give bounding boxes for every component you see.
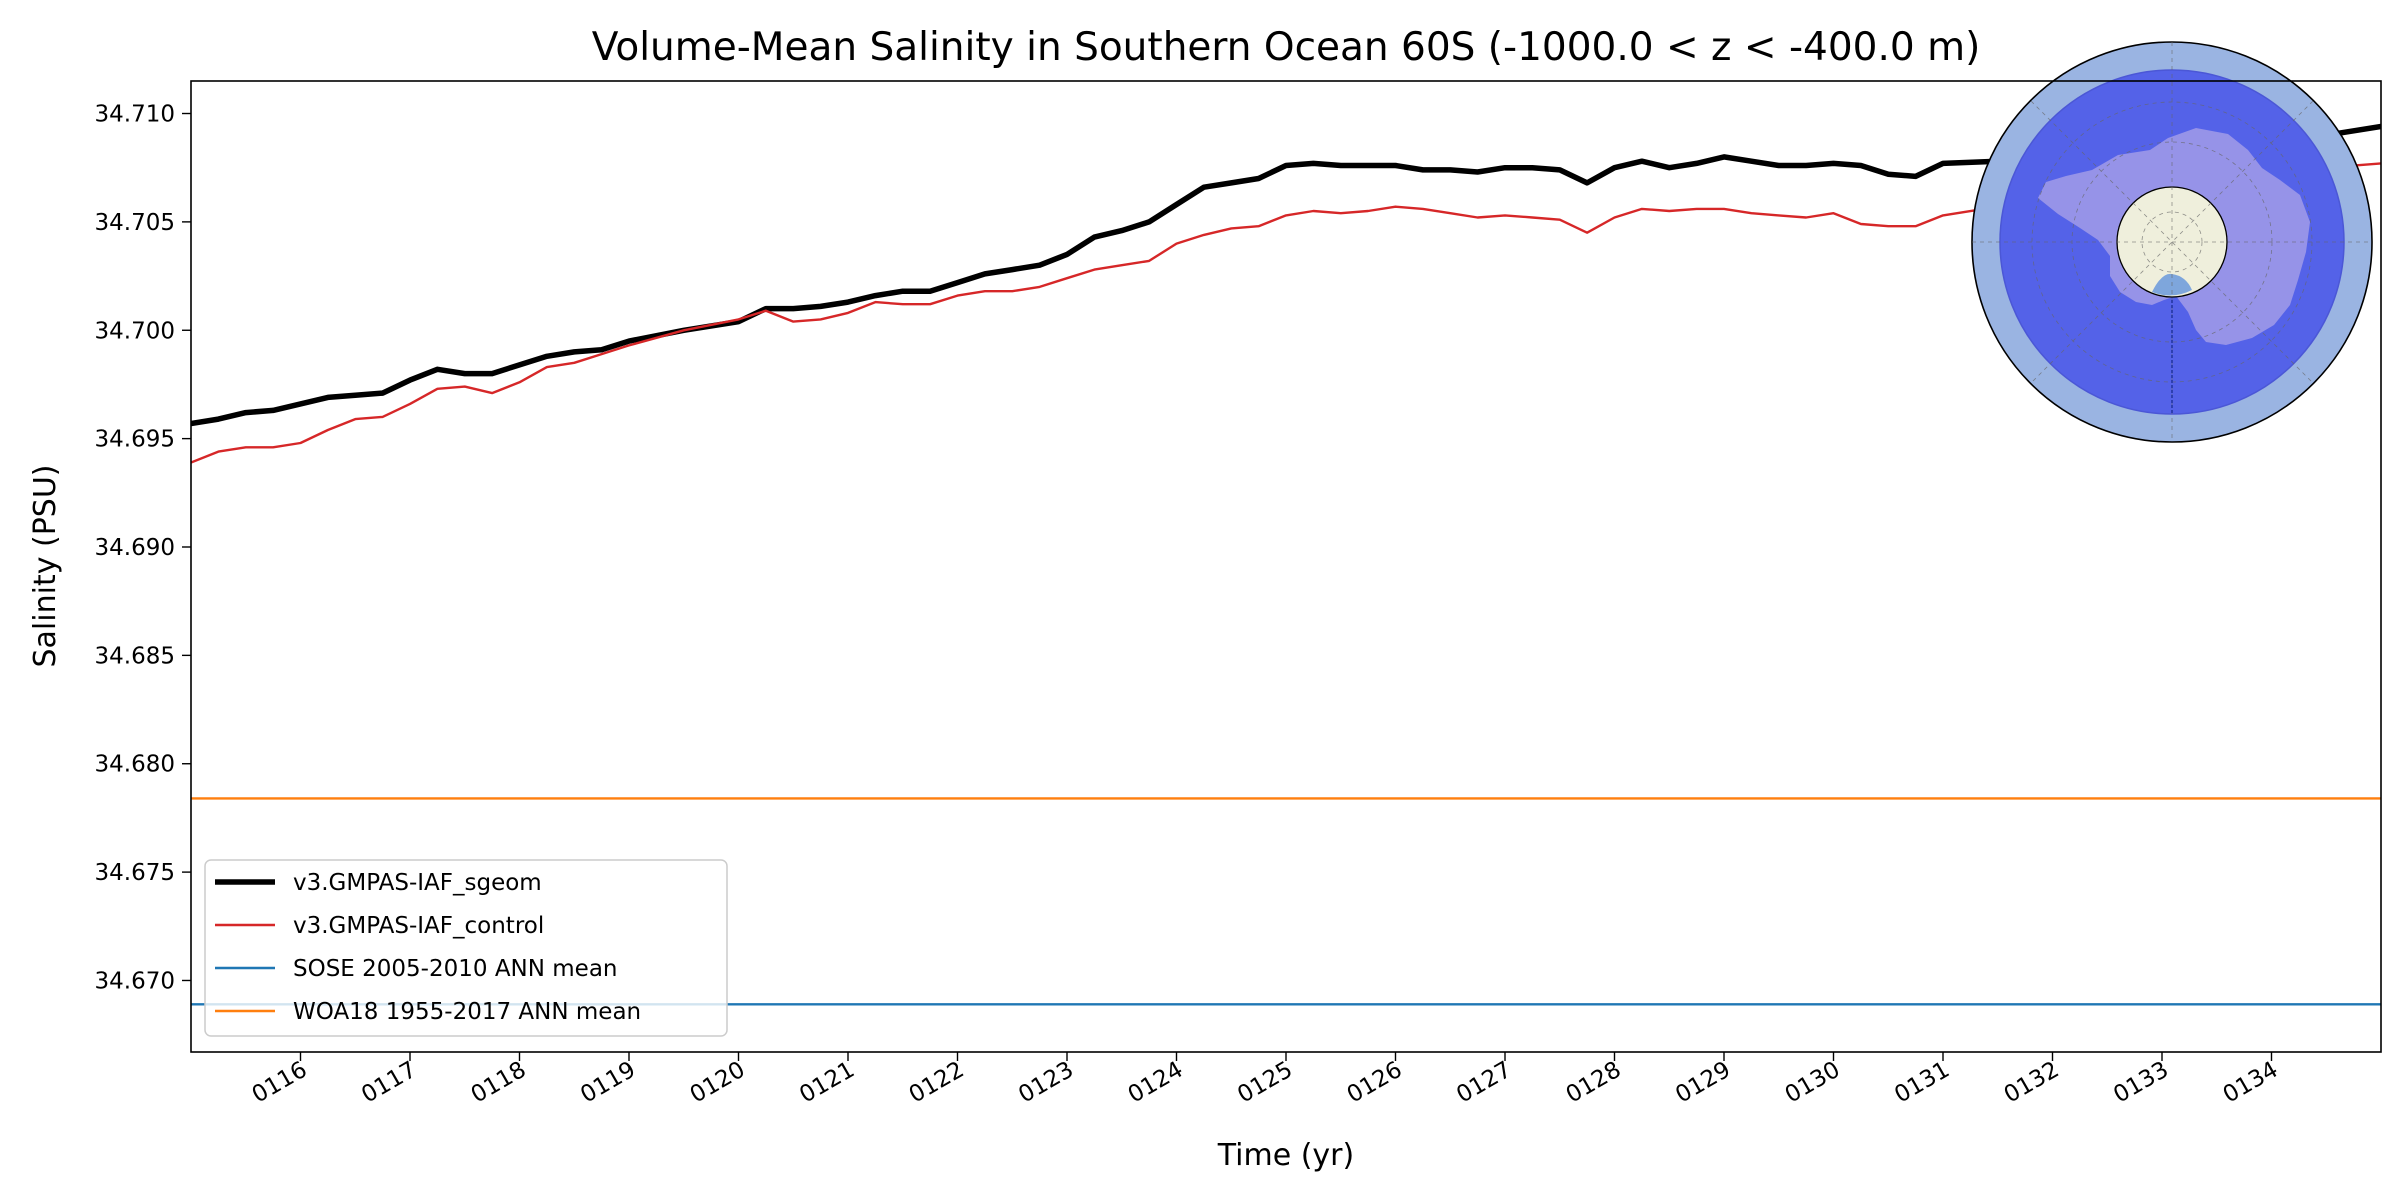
y-tick-label: 34.695 bbox=[95, 427, 175, 453]
x-tick-label: 0121 bbox=[795, 1057, 859, 1109]
series-line-0 bbox=[191, 123, 2381, 427]
y-tick-label: 34.690 bbox=[95, 535, 175, 561]
x-tick-label: 0130 bbox=[1781, 1057, 1845, 1109]
x-tick-label: 0127 bbox=[1452, 1057, 1516, 1109]
x-tick-label: 0128 bbox=[1562, 1057, 1626, 1109]
legend-label: v3.GMPAS-IAF_sgeom bbox=[293, 870, 542, 896]
x-tick-label: 0125 bbox=[1233, 1057, 1297, 1109]
x-tick-label: 0126 bbox=[1343, 1057, 1407, 1109]
legend-label: WOA18 1955-2017 ANN mean bbox=[293, 999, 641, 1025]
y-tick-label: 34.710 bbox=[95, 102, 175, 128]
x-tick-label: 0119 bbox=[576, 1057, 640, 1109]
x-tick-label: 0134 bbox=[2219, 1057, 2283, 1109]
y-tick-label: 34.675 bbox=[95, 860, 175, 886]
inset-map bbox=[1971, 41, 2373, 443]
chart-title: Volume-Mean Salinity in Southern Ocean 6… bbox=[592, 25, 1981, 70]
x-tick-label: 0132 bbox=[2000, 1057, 2064, 1109]
legend-label: v3.GMPAS-IAF_control bbox=[293, 913, 544, 939]
legend-label: SOSE 2005-2010 ANN mean bbox=[293, 956, 618, 982]
x-tick-label: 0133 bbox=[2109, 1057, 2173, 1109]
x-tick-label: 0131 bbox=[1890, 1057, 1954, 1109]
map-graticule bbox=[1972, 42, 2372, 442]
x-tick-label: 0116 bbox=[248, 1057, 312, 1109]
x-tick-label: 0123 bbox=[1014, 1057, 1078, 1109]
x-tick-label: 0120 bbox=[686, 1057, 750, 1109]
x-tick-label: 0122 bbox=[905, 1057, 969, 1109]
y-tick-label: 34.705 bbox=[95, 210, 175, 236]
y-tick-label: 34.685 bbox=[95, 643, 175, 669]
x-tick-label: 0124 bbox=[1124, 1057, 1188, 1109]
y-tick-label: 34.670 bbox=[95, 968, 175, 994]
y-tick-label: 34.700 bbox=[95, 318, 175, 344]
series-line-1 bbox=[191, 162, 2381, 464]
x-tick-label: 0129 bbox=[1671, 1057, 1735, 1109]
legend-box bbox=[204, 859, 728, 1037]
y-tick-label: 34.680 bbox=[95, 752, 175, 778]
y-axis-label: Salinity (PSU) bbox=[28, 465, 63, 668]
legend: v3.GMPAS-IAF_sgeom v3.GMPAS-IAF_control SO… bbox=[204, 859, 728, 1037]
x-axis-label: Time (yr) bbox=[1217, 1138, 1354, 1173]
x-tick-label: 0117 bbox=[357, 1057, 421, 1109]
x-tick-label: 0118 bbox=[467, 1057, 531, 1109]
